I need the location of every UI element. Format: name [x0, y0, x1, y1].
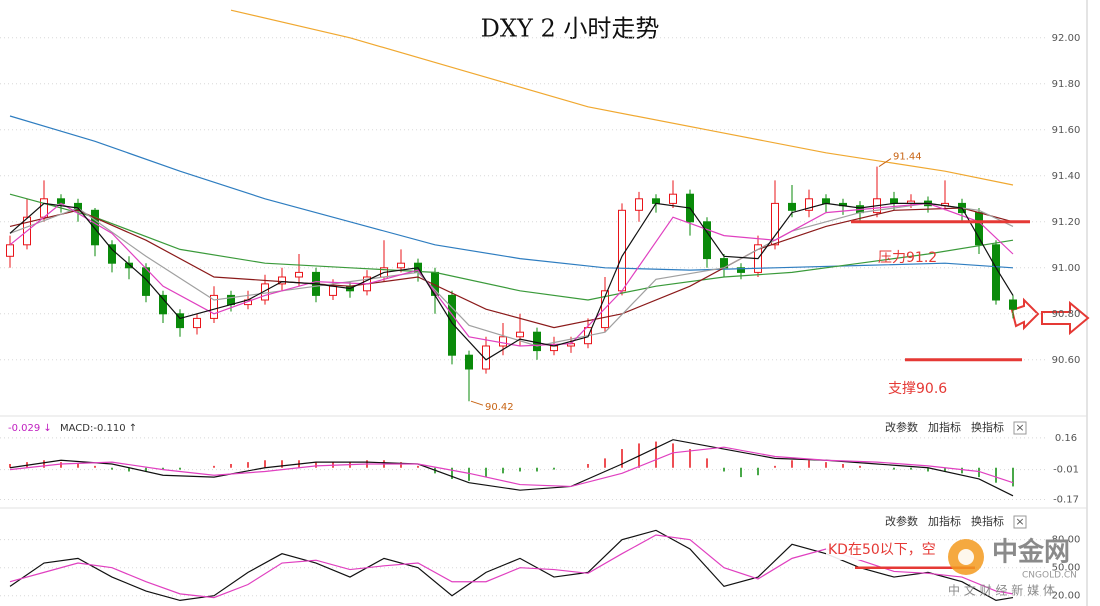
candle-body — [125, 262, 133, 269]
y-tick-label: -0.17 — [1053, 495, 1079, 506]
y-tick-label: 91.00 — [1052, 263, 1081, 274]
label-bg — [826, 540, 944, 560]
y-tick-label: 91.60 — [1052, 125, 1081, 136]
toolbar-button[interactable]: 加指标 — [928, 420, 961, 434]
indicator-line — [9, 202, 1014, 347]
candle-body — [176, 313, 184, 329]
logo — [958, 549, 974, 565]
candle-body — [975, 212, 983, 246]
indicator-line — [9, 207, 1014, 329]
candle-body — [261, 283, 269, 301]
close-button[interactable]: × — [1015, 421, 1024, 434]
candle-body — [448, 294, 456, 356]
indicator-line — [9, 534, 1014, 599]
y-tick-label: 92.00 — [1052, 33, 1081, 44]
candle-body — [295, 271, 303, 278]
annotation-label: 90.42 — [485, 402, 514, 413]
y-tick-label: -0.01 — [1053, 465, 1079, 476]
y-tick-label: 91.20 — [1052, 217, 1081, 228]
candle-body — [822, 198, 830, 204]
annotation-arrow — [470, 400, 484, 406]
y-tick-label: 80.00 — [1052, 535, 1081, 546]
watermark-name: 中金网 — [992, 537, 1070, 568]
candle-body — [788, 202, 796, 211]
indicator-line — [9, 193, 1014, 301]
candle-body — [805, 198, 813, 211]
candle-body — [193, 317, 201, 329]
indicator-line — [9, 115, 1014, 271]
close-button[interactable]: × — [1015, 515, 1024, 528]
level-label: 支撑90.6 — [888, 381, 947, 397]
indicator-line — [9, 202, 1014, 361]
candle-body — [669, 193, 677, 204]
toolbar-button[interactable]: 加指标 — [928, 514, 961, 528]
candle-body — [550, 345, 558, 352]
kd-annotation: KD在50以下，空 — [828, 542, 936, 558]
toolbar-button[interactable]: 换指标 — [971, 420, 1004, 434]
candle-body — [6, 244, 14, 257]
candle-body — [890, 198, 898, 204]
candle-body — [210, 294, 218, 319]
candle-body — [533, 331, 541, 352]
indicator-line — [9, 202, 1014, 347]
indicator-value: -0.029 ↓ — [8, 423, 52, 434]
indicator-line — [230, 9, 1014, 186]
arrow-icon — [1041, 300, 1090, 336]
indicator-line — [9, 439, 1014, 497]
watermark-domain: CNGOLD.CN — [1022, 571, 1077, 581]
annotation-label: 91.44 — [893, 152, 922, 163]
candle-body — [108, 244, 116, 264]
indicator-value: MACD:-0.110 ↑ — [60, 423, 137, 434]
chart-title: DXY 2 小时走势 — [481, 15, 660, 43]
level-label: 压力91.2 — [878, 250, 937, 266]
candle-body — [652, 198, 660, 204]
candle-body — [397, 262, 405, 269]
close-box[interactable] — [1013, 515, 1027, 529]
candle-body — [618, 209, 626, 292]
close-box[interactable] — [1013, 421, 1027, 435]
candle-body — [91, 209, 99, 246]
candle-body — [1009, 299, 1017, 310]
y-tick-label: 91.80 — [1052, 79, 1081, 90]
y-tick-label: 91.40 — [1052, 171, 1081, 182]
candle-body — [329, 285, 337, 296]
y-tick-label: 20.00 — [1052, 591, 1081, 602]
watermark-slogan: 中 文 财 经 新 媒 体 — [948, 583, 1055, 598]
candle-body — [465, 354, 473, 370]
candle-body — [499, 336, 507, 347]
candle-body — [278, 276, 286, 285]
candle-body — [159, 294, 167, 315]
y-tick-label: 90.60 — [1052, 355, 1081, 366]
annotation-arrow — [878, 158, 892, 168]
toolbar-button[interactable]: 改参数 — [885, 420, 918, 434]
candle-body — [635, 198, 643, 211]
y-tick-label: 90.80 — [1052, 309, 1081, 320]
toolbar-button[interactable]: 换指标 — [971, 514, 1004, 528]
y-tick-label: 50.00 — [1052, 563, 1081, 574]
candle-body — [771, 202, 779, 246]
candle-body — [703, 221, 711, 260]
indicator-line — [9, 446, 1014, 488]
candle-body — [737, 267, 745, 273]
y-tick-label: 0.16 — [1055, 433, 1077, 444]
toolbar-button[interactable]: 改参数 — [885, 514, 918, 528]
candle-body — [516, 331, 524, 338]
watermark: 中金网 CNGOLD.CN 中 文 财 经 新 媒 体 — [948, 537, 1077, 598]
